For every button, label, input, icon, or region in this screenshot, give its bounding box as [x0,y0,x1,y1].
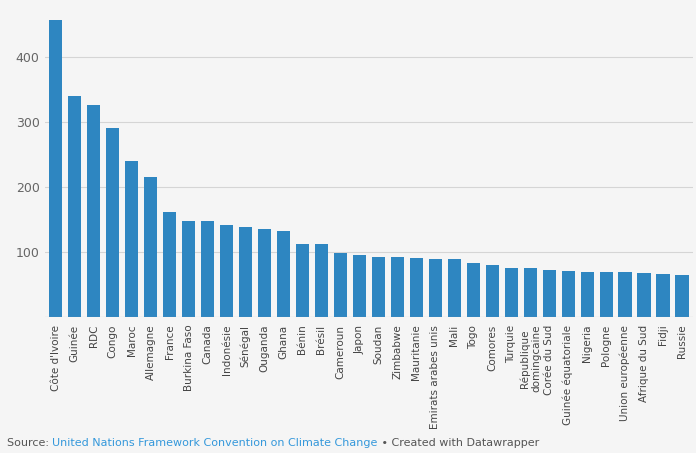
Bar [466,263,480,317]
Bar [353,255,366,317]
Bar [315,244,328,317]
Bar [638,273,651,317]
Bar [505,268,518,317]
Bar [656,274,670,317]
Bar [334,253,347,317]
Bar [125,161,139,317]
Bar [543,270,556,317]
Bar [580,271,594,317]
Bar [239,227,252,317]
Bar [486,265,499,317]
Bar [372,256,385,317]
Bar [390,257,404,317]
Bar [68,96,81,317]
Bar [201,222,214,317]
Bar [87,105,100,317]
Text: Source:: Source: [7,438,52,448]
Bar [562,271,575,317]
Bar [182,221,195,317]
Bar [106,128,119,317]
Bar [49,20,63,317]
Bar [448,259,461,317]
Bar [599,272,612,317]
Bar [163,212,176,317]
Bar [258,229,271,317]
Bar [675,275,689,317]
Bar [296,244,309,317]
Bar [523,268,537,317]
Bar [429,259,442,317]
Text: United Nations Framework Convention on Climate Change: United Nations Framework Convention on C… [52,438,378,448]
Bar [410,258,423,317]
Bar [277,231,290,317]
Text: • Created with Datawrapper: • Created with Datawrapper [378,438,539,448]
Bar [144,177,157,317]
Bar [220,225,233,317]
Bar [619,272,632,317]
